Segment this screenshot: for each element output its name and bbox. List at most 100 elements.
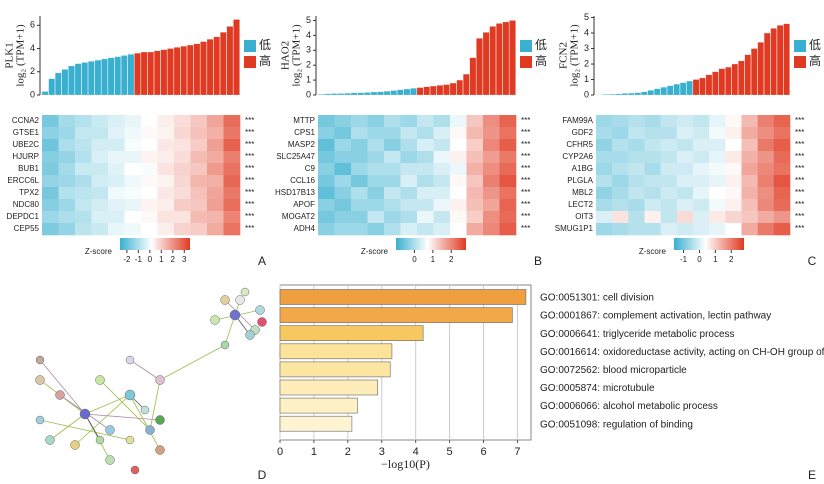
heatmap-cell: [499, 139, 517, 152]
bar: [615, 93, 622, 96]
heatmap-cell: [433, 175, 451, 188]
bar: [324, 93, 331, 96]
heatmap-cell: [433, 199, 451, 212]
heatmap-cell: [417, 151, 434, 164]
bar: [220, 32, 227, 96]
heatmap-cell: [141, 199, 158, 212]
y-tick-label: 1: [306, 74, 311, 84]
heatmap-cell: [466, 139, 484, 152]
heatmap-cell: [367, 163, 385, 176]
colorbar-tick-label: -2: [123, 255, 131, 264]
bar: [705, 74, 713, 96]
bar: [337, 93, 345, 96]
colorbar-tick-label: 0: [148, 255, 153, 264]
bar: [403, 88, 411, 96]
bar: [783, 23, 790, 96]
bar: [206, 39, 214, 96]
heatmap-cell: [773, 139, 791, 152]
heatmap-cell: [628, 151, 645, 164]
heatmap-cell: [190, 151, 208, 164]
heatmap-cell: [676, 139, 694, 152]
heatmap-cell: [757, 127, 775, 140]
heatmap-cell: [108, 151, 125, 164]
heatmap-cell: [628, 199, 645, 212]
heatmap-cell: [725, 115, 742, 128]
heatmap-cell: [318, 151, 335, 164]
heatmap-cell: [223, 139, 241, 152]
heatmap-cell: [91, 211, 109, 224]
significance: ***: [245, 116, 254, 125]
bar: [456, 79, 463, 96]
heatmap-cell: [124, 175, 142, 188]
heatmap-cell: [644, 211, 661, 224]
bar: [602, 94, 609, 96]
row-label: CFHR5: [566, 140, 593, 149]
heatmap-cell: [384, 175, 401, 188]
heatmap-cell: [207, 211, 224, 224]
heatmap-cell: [351, 187, 368, 200]
heatmap-cell: [334, 139, 352, 152]
heatmap-cell: [384, 187, 401, 200]
heatmap-cell: [741, 211, 758, 224]
heatmap-cell: [334, 211, 352, 224]
heatmap-cell: [483, 223, 500, 236]
heatmap-cell: [334, 115, 352, 128]
heatmap-cell: [124, 163, 142, 176]
bar: [279, 361, 391, 378]
heatmap-cell: [42, 175, 59, 188]
heatmap-cell: [124, 187, 142, 200]
heatmap-cell: [757, 175, 775, 188]
row-label: FAM99A: [562, 116, 593, 125]
bar: [233, 19, 240, 96]
heatmap-cell: [334, 175, 352, 188]
heatmap-cell: [660, 163, 678, 176]
legend-swatch: [520, 40, 532, 52]
bar: [476, 38, 483, 96]
heatmap-cell: [660, 211, 678, 224]
y-tick-label: 0: [30, 89, 35, 99]
significance: ***: [245, 164, 254, 173]
heatmap-cell: [384, 163, 401, 176]
x-label: −log10(P): [381, 457, 430, 471]
heatmap-cell: [400, 223, 418, 236]
heatmap-cell: [628, 175, 645, 188]
bar: [147, 51, 154, 96]
heatmap-cell: [693, 127, 710, 140]
bar: [140, 51, 148, 96]
bar: [634, 92, 641, 96]
heatmap-cell: [223, 163, 241, 176]
y-tick-label: 2: [306, 60, 311, 70]
legend-swatch: [794, 56, 806, 68]
y-label: PLK1: [4, 42, 16, 68]
heatmap-cell: [124, 139, 142, 152]
heatmap-cell: [157, 199, 175, 212]
heatmap-cell: [741, 163, 758, 176]
heatmap-cell: [450, 151, 467, 164]
heatmap-cell: [644, 175, 661, 188]
heatmap-cell: [450, 187, 467, 200]
bar: [344, 93, 351, 96]
heatmap-cell: [725, 163, 742, 176]
heatmap-cell: [433, 211, 451, 224]
heatmap-cell: [91, 115, 109, 128]
heatmap-cell: [207, 127, 224, 140]
colorbar: [120, 238, 190, 250]
heatmap-cell: [91, 187, 109, 200]
heatmap-cell: [483, 127, 500, 140]
heatmap-cell: [384, 115, 401, 128]
heatmap-cell: [174, 211, 191, 224]
heatmap-cell: [334, 151, 352, 164]
heatmap-cell: [351, 199, 368, 212]
heatmap-cell: [58, 199, 76, 212]
bar: [744, 54, 751, 96]
category-label: GO:0006641: triglyceride metabolic proce…: [540, 329, 735, 340]
heatmap-cell: [58, 223, 76, 236]
heatmap-cell: [58, 115, 76, 128]
heatmap-cell: [466, 127, 484, 140]
y-tick-label: 3: [306, 45, 311, 55]
heatmap-cell: [725, 139, 742, 152]
heatmap-cell: [741, 151, 758, 164]
colorbar-tick-label: -1: [680, 255, 688, 264]
heatmap-cell: [450, 115, 467, 128]
heatmap-cell: [450, 175, 467, 188]
